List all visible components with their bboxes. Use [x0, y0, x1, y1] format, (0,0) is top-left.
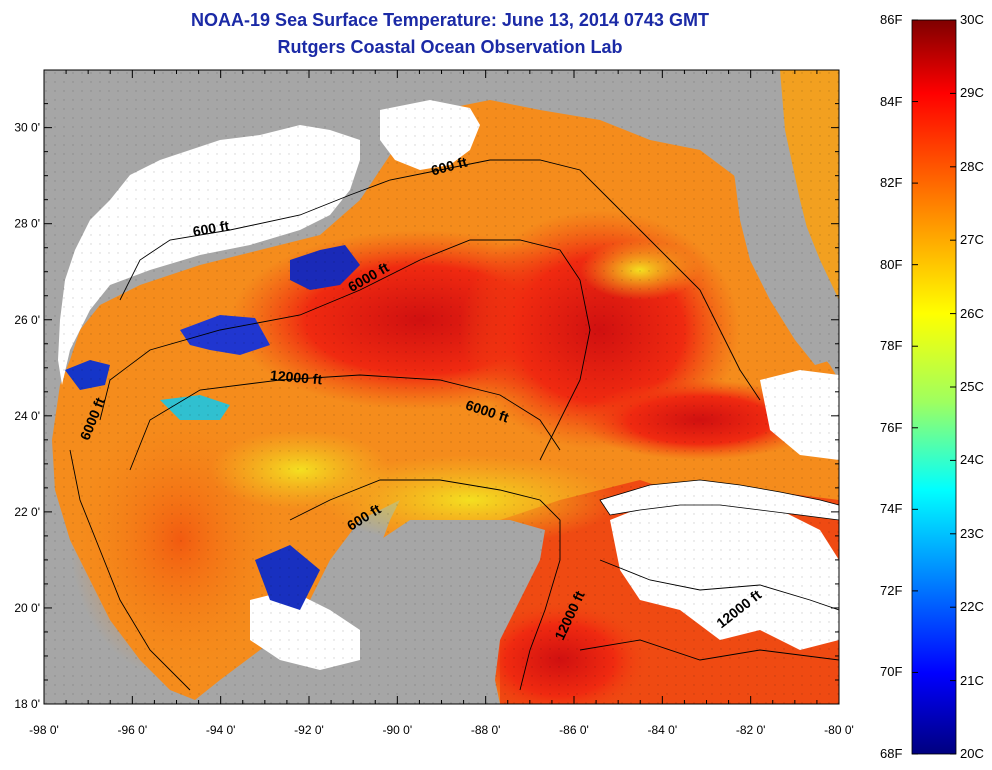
- colorbar-c-label: 25C: [960, 379, 984, 394]
- lon-tick-label: -86 0': [559, 723, 589, 737]
- contour-label-c600-north: 600 ft: [192, 217, 231, 239]
- colorbar-c-label: 28C: [960, 158, 984, 174]
- map-subtitle: Rutgers Coastal Ocean Observation Lab: [277, 37, 623, 57]
- lat-tick-label: 28 0': [14, 217, 40, 231]
- contour-600-ft: [119, 159, 761, 401]
- lat-tick-label: 18 0': [14, 697, 40, 711]
- lon-tick-label: -98 0': [29, 723, 59, 737]
- colorbar-f-label: 78F: [880, 338, 903, 354]
- colorbar-f-label: 86F: [880, 12, 903, 27]
- colorbar-c-label: 23C: [960, 525, 984, 541]
- colorbar-c-label: 30C: [960, 12, 984, 27]
- colorbar-c-label: 27C: [960, 232, 984, 248]
- colorbar-c-label: 24C: [960, 452, 984, 468]
- contour-label-c12000-west: 12000 ft: [270, 367, 324, 388]
- colorbar-c-label: 29C: [960, 85, 984, 101]
- bathymetry-contours: [69, 159, 839, 691]
- lon-tick-label: -80 0': [824, 723, 854, 737]
- colorbar-c-label: 22C: [960, 599, 984, 615]
- contour-12000-ft: [129, 374, 561, 471]
- colorbar: [911, 19, 957, 755]
- colorbar-ticks: [912, 19, 956, 755]
- map-title: NOAA-19 Sea Surface Temperature: June 13…: [191, 10, 709, 30]
- colorbar-f-label: 76F: [880, 419, 903, 435]
- colorbar-f-label: 74F: [880, 501, 903, 517]
- lon-tick-label: -94 0': [206, 723, 236, 737]
- lat-tick-label: 20 0': [14, 601, 40, 615]
- lat-tick-label: 24 0': [14, 409, 40, 423]
- lon-tick-label: -90 0': [383, 723, 413, 737]
- colorbar-f-label: 68F: [880, 746, 903, 761]
- colorbar-f-label: 72F: [880, 582, 903, 598]
- contour-west-shelf: [69, 449, 191, 691]
- colorbar-f-label: 80F: [880, 256, 903, 272]
- contour-600-ft-yucatan: [289, 479, 561, 691]
- colorbar-f-label: 84F: [880, 93, 903, 109]
- contour-caribbean-2: [579, 639, 839, 661]
- lat-tick-label: 26 0': [14, 313, 40, 327]
- contour-6000-ft: [99, 239, 591, 461]
- lat-tick-label: 30 0': [14, 121, 40, 135]
- lon-tick-label: -84 0': [648, 723, 678, 737]
- colorbar-f-label: 82F: [880, 175, 903, 191]
- lon-tick-label: -82 0': [736, 723, 766, 737]
- lat-tick-label: 22 0': [14, 505, 40, 519]
- map-axes: -98 0' -96 0' -94 0' -92 0' -90 0' -88 0' -86 …: [14, 70, 854, 737]
- colorbar-c-label: 26C: [960, 305, 984, 321]
- colorbar-c-label: 21C: [960, 672, 984, 688]
- grid-dots: [44, 70, 839, 704]
- lon-tick-label: -96 0': [118, 723, 148, 737]
- contour-caribbean: [599, 559, 839, 611]
- colorbar-c-label: 20C: [960, 746, 984, 761]
- lon-tick-label: -92 0': [294, 723, 324, 737]
- lon-tick-label: -88 0': [471, 723, 501, 737]
- colorbar-f-label: 70F: [880, 664, 903, 680]
